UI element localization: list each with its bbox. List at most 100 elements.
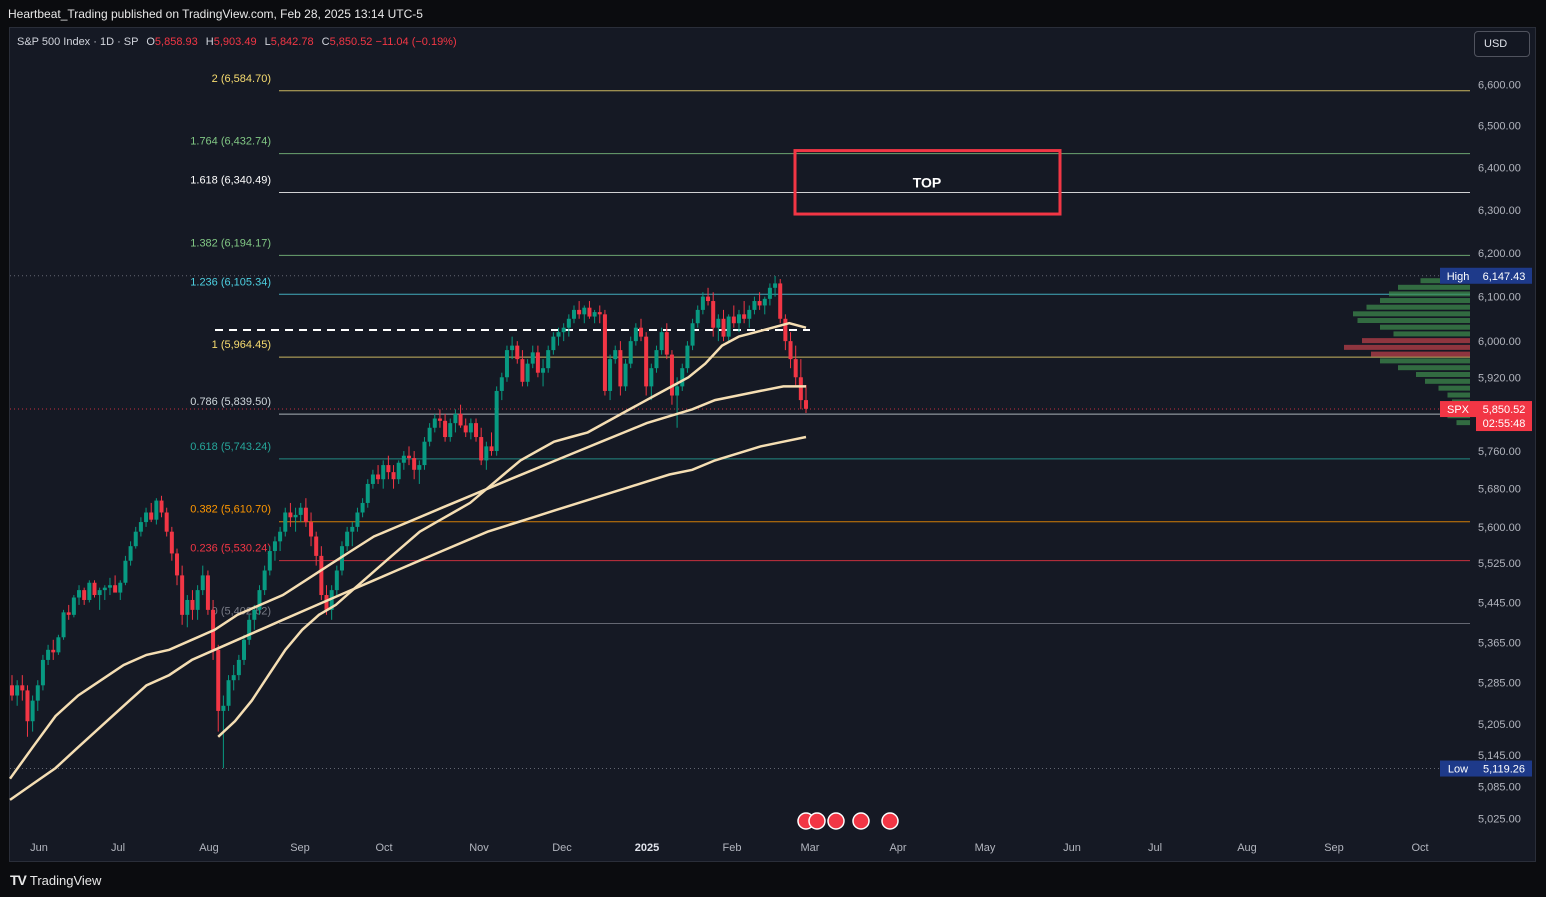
fib-level-label: 1 (5,964.45) (212, 339, 271, 351)
candle-body (427, 427, 432, 442)
x-axis-tick: May (975, 842, 996, 854)
x-axis-tick: Nov (469, 842, 489, 854)
y-axis-tick: 5,760.00 (1478, 446, 1521, 458)
candle-body (61, 612, 66, 638)
candle-body (169, 531, 174, 554)
fib-level-label: 0.382 (5,610.70) (190, 504, 271, 516)
legend-symbol[interactable]: S&P 500 Index · 1D · SP (17, 36, 139, 48)
candle-body (633, 327, 638, 342)
high-badge-value: 6,147.43 (1483, 271, 1526, 283)
candle-body (551, 336, 556, 351)
candle-body (649, 368, 654, 387)
x-axis-tick: Jul (111, 842, 125, 854)
fib-level-label: 0.786 (5,839.50) (190, 396, 271, 408)
candle-body (535, 352, 540, 373)
candle-body (97, 590, 102, 596)
candle-body (613, 350, 618, 360)
tradingview-logo[interactable]: TV TradingView (10, 872, 101, 888)
candle-body (675, 386, 680, 396)
y-axis-tick: 6,200.00 (1478, 248, 1521, 260)
y-axis-tick: 5,920.00 (1478, 372, 1521, 384)
candle-body (458, 413, 463, 426)
candle-body (381, 465, 386, 480)
candle-body (463, 425, 468, 433)
low-badge-label: Low (1448, 764, 1468, 776)
candle-body (412, 458, 417, 470)
high-badge-value-bg (1476, 267, 1532, 284)
candle-body (154, 500, 159, 520)
candle-body (236, 659, 241, 676)
candle-body (278, 531, 283, 542)
legend-high: 5,903.49 (213, 36, 257, 48)
candle-body (324, 595, 329, 610)
candle-body (92, 582, 97, 596)
candle-body (752, 301, 757, 310)
volume-profile-bar (1362, 338, 1470, 344)
candle-body (788, 341, 793, 360)
price-badge-value: 5,850.52 (1483, 404, 1526, 416)
tradingview-brand-text: TradingView (29, 872, 102, 888)
candle-body (608, 359, 613, 391)
x-axis-tick: Feb (723, 842, 742, 854)
x-axis-tick: Oct (375, 842, 392, 854)
candle-body (484, 446, 489, 461)
candle-body (149, 512, 154, 520)
candle-body (309, 522, 314, 537)
candle-body (726, 316, 731, 337)
candle-body (721, 318, 726, 337)
candle-body (602, 314, 607, 391)
candle-body (376, 474, 381, 480)
ohlc-legend: S&P 500 Index · 1D · SP O5,858.93 H5,903… (17, 36, 457, 48)
candle-body (783, 318, 788, 342)
fib-level-label: 1.236 (6,105.34) (190, 276, 271, 288)
volume-profile-bar (1380, 298, 1470, 304)
top-box (793, 149, 1062, 216)
candle-body (489, 446, 494, 452)
candle-body (541, 368, 546, 373)
candle-body (592, 312, 597, 317)
candle-body (77, 590, 82, 598)
candle-body (628, 341, 633, 364)
candle-body (46, 649, 51, 660)
candle-body (437, 418, 442, 421)
candle-body (164, 512, 169, 532)
x-axis-tick: Aug (199, 842, 219, 854)
candle-body (422, 441, 427, 466)
candle-body (242, 639, 247, 660)
published-by-header: Heartbeat_Trading published on TradingVi… (8, 7, 423, 21)
high-badge-label-bg (1440, 267, 1476, 284)
candle-body (561, 327, 566, 333)
candle-body (87, 582, 92, 600)
candle-body (695, 309, 700, 324)
candle-body (247, 619, 252, 640)
candle-body (185, 599, 190, 615)
volume-profile-bar (1398, 284, 1470, 290)
candle-body (102, 587, 107, 591)
candle-body (329, 590, 334, 610)
fib-level-label: 0.618 (5,743.24) (190, 441, 271, 453)
candle-body (293, 514, 298, 518)
candle-body (159, 500, 164, 513)
us-flag-event-icon (852, 812, 870, 830)
candle-body (391, 472, 396, 480)
legend-open-label: O (146, 36, 155, 48)
candle-body (736, 314, 741, 324)
y-axis-tick: 5,365.00 (1478, 637, 1521, 649)
y-axis-tick: 5,600.00 (1478, 522, 1521, 534)
x-axis-tick: Aug (1237, 842, 1257, 854)
volume-profile-bar (1389, 291, 1470, 297)
candle-body (747, 309, 752, 319)
candle-body (742, 314, 747, 319)
candle-body (190, 599, 195, 610)
candle-body (288, 512, 293, 518)
volume-profile-bar (1447, 392, 1470, 398)
volume-profile-bar (1416, 371, 1470, 377)
candle-body (71, 597, 76, 615)
candle-body (504, 350, 509, 378)
candle-body (664, 332, 669, 355)
currency-button[interactable]: USD (1474, 31, 1530, 57)
candle-body (231, 675, 236, 681)
low-badge-label-bg (1440, 760, 1476, 777)
candle-body (25, 690, 30, 722)
